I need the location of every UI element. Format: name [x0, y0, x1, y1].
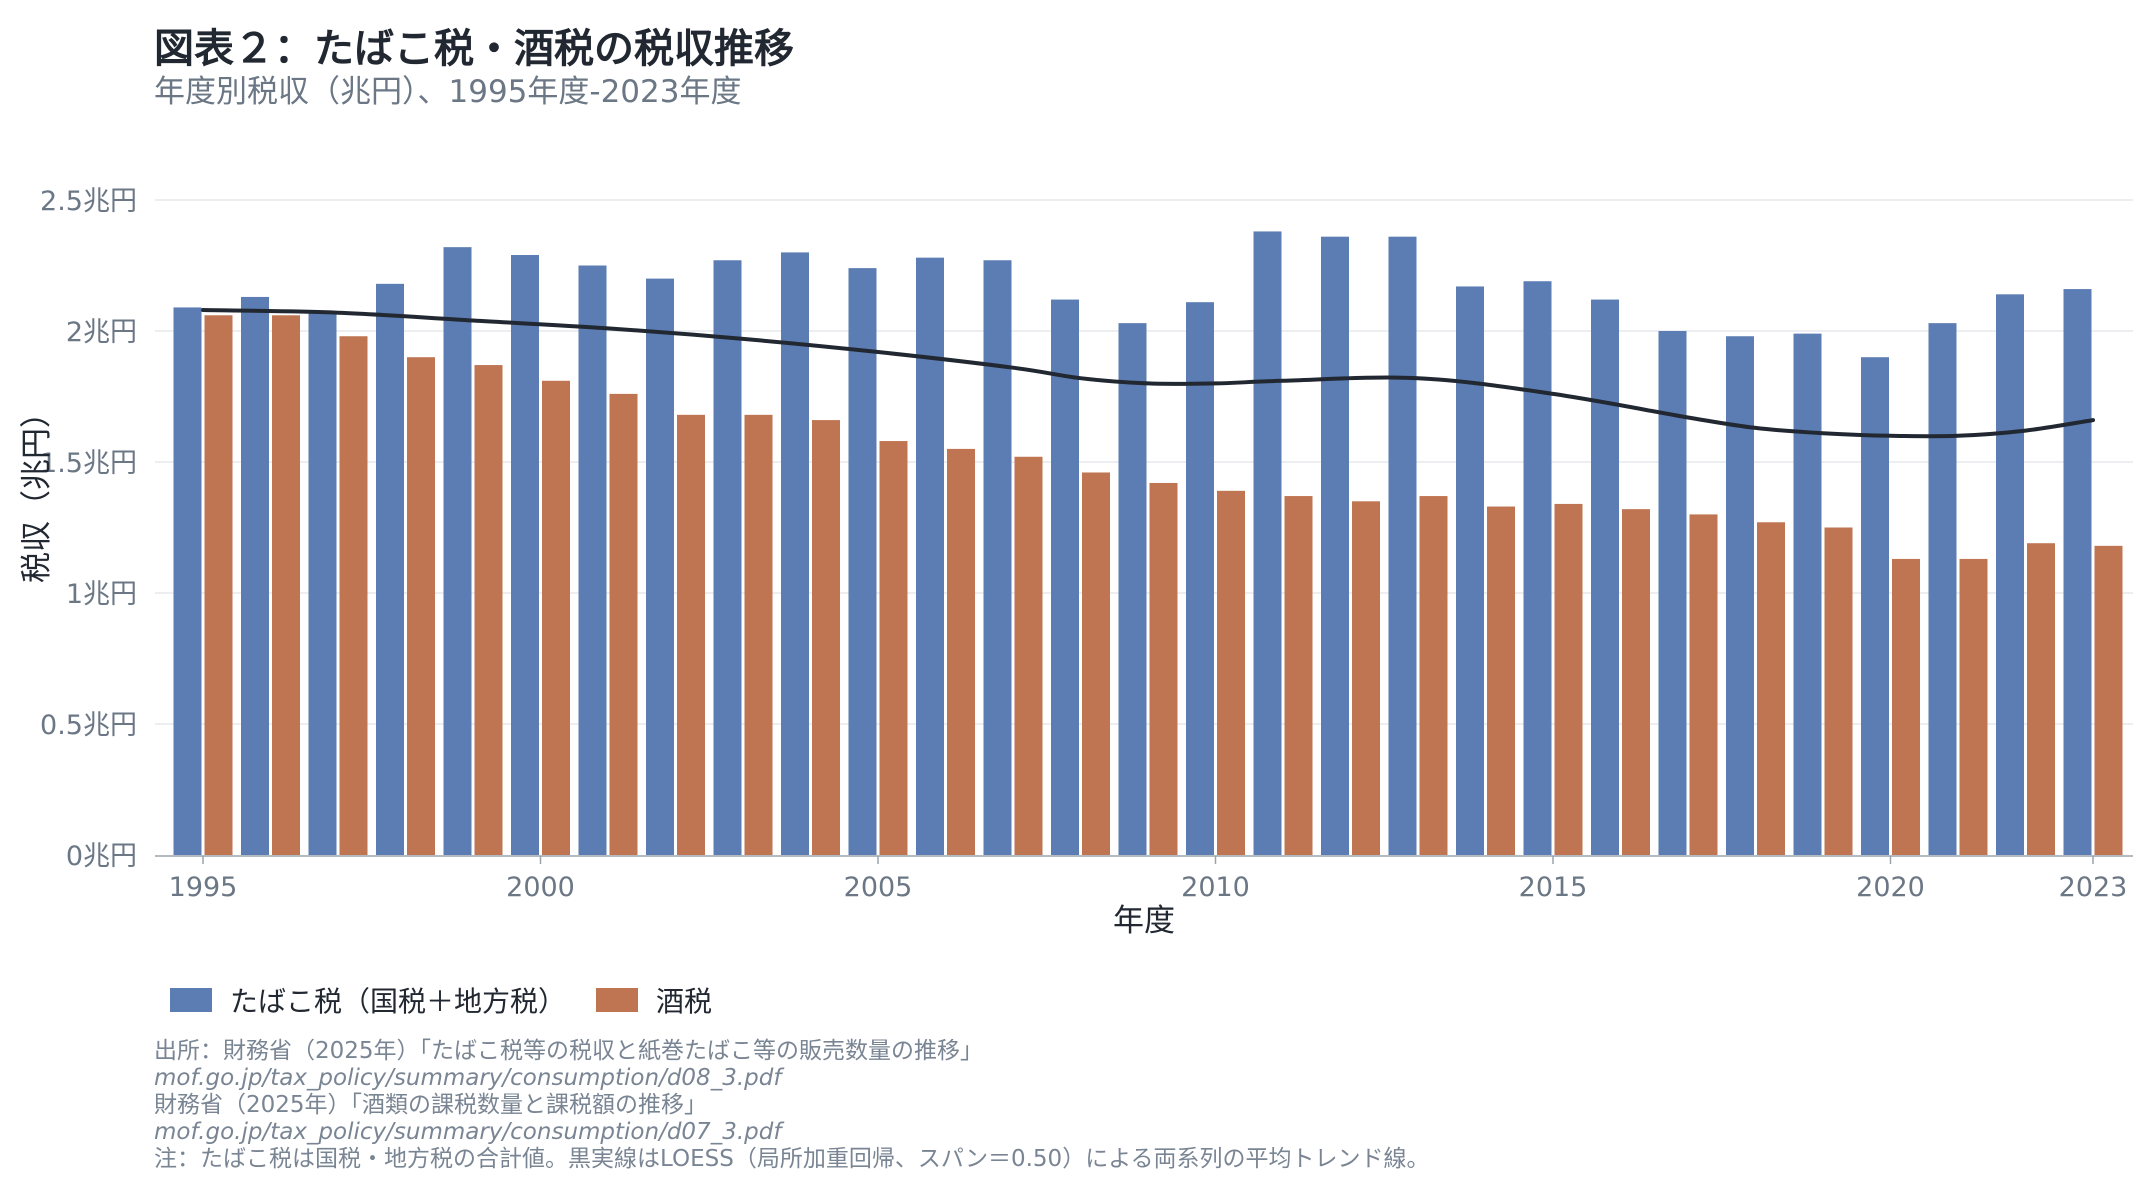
bar-tobacco-2018[interactable] — [1726, 336, 1754, 855]
bar-liquor-1995[interactable] — [204, 315, 233, 855]
bar-tobacco-2020[interactable] — [1861, 357, 1889, 855]
y-tick-label: 0.5兆円 — [40, 710, 137, 741]
bar-liquor-1996[interactable] — [272, 315, 300, 855]
y-tick-label: 2兆円 — [66, 317, 137, 348]
bar-tobacco-2023[interactable] — [2063, 289, 2092, 856]
x-tick-label: 2005 — [844, 872, 913, 903]
bar-tobacco-1998[interactable] — [376, 283, 404, 856]
source-url-2[interactable]: mof.go.jp/tax_policy/summary/consumption… — [154, 1119, 782, 1145]
legend-label-liquor: 酒税 — [656, 985, 713, 1018]
y-tick-label: 0兆円 — [66, 841, 137, 872]
bar-liquor-2022[interactable] — [2027, 543, 2055, 855]
chart-canvas: 0兆円 0.5兆円 1兆円 1.5兆円 2兆円 2.5兆円 1995 2000 2005 2010… — [19, 186, 2133, 939]
legend: たばこ税（国税＋地方税） 酒税 — [170, 980, 742, 1020]
bar-tobacco-2016[interactable] — [1591, 299, 1619, 855]
bar-liquor-1999[interactable] — [474, 365, 503, 855]
x-tick-label: 2020 — [1856, 872, 1925, 903]
bar-tobacco-2007[interactable] — [983, 260, 1012, 855]
x-tick-label: 1995 — [169, 872, 238, 903]
legend-swatch-tobacco — [170, 988, 212, 1012]
trend-line-group — [201, 308, 2095, 439]
bar-tobacco-2005[interactable] — [848, 268, 877, 855]
legend-item-liquor[interactable]: 酒税 — [596, 980, 712, 1020]
bar-tobacco-2013[interactable] — [1388, 236, 1417, 855]
chart-subtitle: 年度別税収（兆円）、1995年度-2023年度 — [154, 74, 742, 110]
bar-liquor-1997[interactable] — [339, 336, 368, 855]
bar-liquor-2009[interactable] — [1149, 482, 1178, 855]
bar-liquor-2014[interactable] — [1487, 506, 1515, 855]
bar-liquor-2006[interactable] — [947, 448, 975, 855]
bar-liquor-2010[interactable] — [1217, 490, 1245, 855]
bar-tobacco-2022[interactable] — [1996, 294, 2024, 855]
bar-tobacco-2021[interactable] — [1928, 323, 1957, 855]
bar-tobacco-2011[interactable] — [1253, 231, 1282, 855]
bar-tobacco-2001[interactable] — [578, 265, 607, 856]
source-line-2: 財務省（2025年）「酒類の課税数量と課税額の推移」 — [154, 1092, 708, 1118]
bar-tobacco-2004[interactable] — [781, 252, 809, 855]
bar-tobacco-2006[interactable] — [916, 257, 944, 855]
y-tick-label: 2.5兆円 — [40, 186, 137, 217]
bar-tobacco-2014[interactable] — [1456, 286, 1484, 856]
bar-liquor-2019[interactable] — [1824, 527, 1853, 856]
bar-tobacco-1999[interactable] — [443, 247, 472, 855]
x-tick-label: 2010 — [1181, 872, 1250, 903]
x-tick-label: 2023 — [2059, 872, 2128, 903]
bar-tobacco-2015[interactable] — [1523, 281, 1552, 856]
source-url-1[interactable]: mof.go.jp/tax_policy/summary/consumption… — [154, 1065, 782, 1091]
bar-liquor-2007[interactable] — [1014, 456, 1043, 855]
bar-liquor-2016[interactable] — [1622, 509, 1650, 855]
bar-tobacco-2008[interactable] — [1051, 299, 1079, 855]
bar-liquor-2018[interactable] — [1757, 522, 1785, 855]
bar-tobacco-1995[interactable] — [173, 307, 202, 855]
bar-liquor-2000[interactable] — [542, 380, 570, 855]
y-tick-label: 1兆円 — [66, 579, 137, 610]
bar-liquor-2002[interactable] — [677, 414, 705, 855]
bar-liquor-2013[interactable] — [1419, 496, 1448, 855]
bar-liquor-2015[interactable] — [1554, 503, 1583, 855]
y-axis-label: 税収（兆円） — [19, 397, 55, 583]
bar-liquor-2023[interactable] — [2094, 545, 2123, 855]
legend-label-tobacco: たばこ税（国税＋地方税） — [230, 985, 567, 1018]
legend-swatch-liquor — [596, 988, 639, 1012]
bar-liquor-2012[interactable] — [1352, 501, 1380, 855]
trend-line — [201, 308, 2095, 439]
axes: 0兆円 0.5兆円 1兆円 1.5兆円 2兆円 2.5兆円 1995 2000 2005 2010… — [40, 186, 2133, 903]
bar-tobacco-2010[interactable] — [1186, 302, 1214, 855]
x-axis-label: 年度 — [1113, 903, 1175, 939]
bar-tobacco-2017[interactable] — [1658, 331, 1687, 855]
y-tick-label: 1.5兆円 — [40, 448, 137, 479]
bar-tobacco-2002[interactable] — [646, 278, 674, 856]
footnote: 注：たばこ税は国税・地方税の合計値。黒実線はLOESS（局所加重回帰、スパン＝0… — [154, 1146, 1430, 1172]
bar-liquor-2011[interactable] — [1284, 496, 1313, 855]
x-tick-label: 2000 — [506, 872, 575, 903]
bar-liquor-2008[interactable] — [1082, 472, 1110, 855]
x-tick-label: 2015 — [1519, 872, 1588, 903]
legend-item-tobacco[interactable]: たばこ税（国税＋地方税） — [170, 980, 566, 1020]
source-line-1: 出所：財務省（2025年）「たばこ税等の税収と紙巻たばこ等の販売数量の推移」 — [154, 1038, 984, 1064]
bar-liquor-2001[interactable] — [609, 393, 638, 855]
bar-tobacco-2009[interactable] — [1118, 323, 1147, 855]
bar-liquor-2020[interactable] — [1892, 558, 1920, 855]
bar-tobacco-2019[interactable] — [1793, 333, 1822, 855]
source-notes: 出所：財務省（2025年）「たばこ税等の税収と紙巻たばこ等の販売数量の推移」 m… — [154, 1038, 1430, 1173]
bars — [173, 231, 2123, 856]
chart-title: 図表２：たばこ税・酒税の税収推移 — [154, 26, 794, 72]
bar-tobacco-1997[interactable] — [308, 312, 337, 855]
bar-tobacco-2003[interactable] — [713, 260, 742, 855]
bar-liquor-2003[interactable] — [744, 414, 773, 855]
bar-liquor-2005[interactable] — [879, 441, 908, 855]
bar-tobacco-1996[interactable] — [241, 296, 269, 855]
bar-liquor-2021[interactable] — [1959, 558, 1988, 855]
bar-liquor-1998[interactable] — [407, 357, 435, 855]
bar-liquor-2004[interactable] — [812, 420, 840, 855]
bar-tobacco-2012[interactable] — [1321, 236, 1349, 855]
bar-liquor-2017[interactable] — [1689, 514, 1718, 855]
bar-tobacco-2000[interactable] — [511, 255, 539, 855]
